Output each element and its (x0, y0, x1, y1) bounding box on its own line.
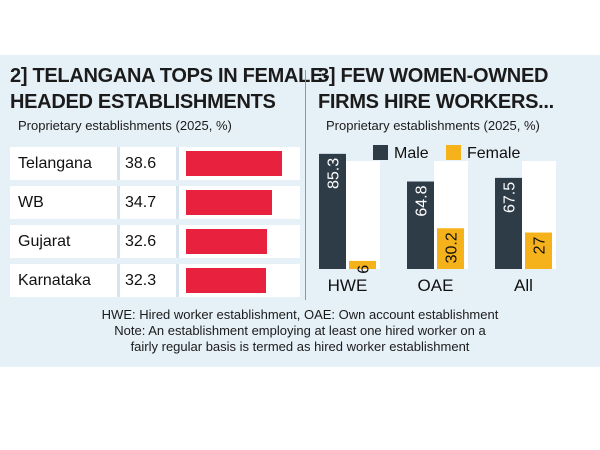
legend-swatch-female (446, 145, 461, 160)
category-label: Telangana (18, 155, 92, 172)
left-chart-title-line1: 2] TELANGANA TOPS IN FEMALE- (10, 65, 330, 87)
bar-female-all (525, 232, 552, 269)
category-label-oae: OAE (418, 276, 454, 295)
data-label-female-hwe: 6 (356, 265, 373, 274)
row-separator (176, 147, 179, 180)
bar-female-oae (437, 228, 464, 269)
footnote-line3: fairly regular basis is termed as hired … (130, 339, 470, 354)
row-separator (117, 264, 120, 297)
footnote-line2: Note: An establishment employing at leas… (114, 323, 486, 338)
legend-female: Female (446, 145, 520, 163)
panel-divider (305, 70, 306, 300)
row-separator (176, 225, 179, 258)
right-chart-title-line1: 3] FEW WOMEN-OWNED (318, 65, 549, 87)
bar-row-karnataka: Karnataka 32.3 (10, 264, 300, 297)
left-chart-subtitle: Proprietary establishments (2025, %) (18, 118, 232, 133)
bar-row-gujarat: Gujarat 32.6 (10, 225, 300, 258)
data-label-female-oae: 30.2 (444, 232, 461, 263)
legend-label-female: Female (467, 145, 521, 162)
data-label-male-oae: 64.8 (414, 185, 431, 216)
category-label-all: All (514, 276, 533, 295)
bar-male-all (495, 177, 522, 269)
bar-male-hwe (319, 153, 346, 269)
bar-backdrop (346, 161, 380, 269)
category-label: Karnataka (18, 272, 91, 289)
row-separator (176, 264, 179, 297)
bar-wb (186, 190, 273, 215)
bar-row-wb: WB 34.7 (10, 186, 300, 219)
value-label: 34.7 (125, 194, 157, 211)
bar-male-oae (407, 181, 434, 269)
right-chart-subtitle: Proprietary establishments (2025, %) (326, 118, 540, 133)
data-label-female-all: 27 (532, 236, 549, 254)
bar-telangana (186, 151, 283, 176)
category-label: Gujarat (18, 233, 71, 250)
legend-label-male: Male (394, 145, 429, 162)
bar-gujarat (186, 229, 268, 254)
left-chart-title-line2: HEADED ESTABLISHMENTS (10, 91, 276, 113)
row-separator (117, 186, 120, 219)
value-label: 32.6 (125, 233, 157, 250)
legend-swatch-male (373, 145, 388, 160)
row-separator (176, 186, 179, 219)
bar-female-hwe (349, 260, 376, 269)
bar-row-telangana: Telangana 38.6 (10, 147, 300, 180)
legend-male: Male (373, 145, 429, 163)
category-label: WB (18, 194, 44, 211)
row-separator (117, 147, 120, 180)
right-chart-title-line2: FIRMS HIRE WORKERS... (318, 91, 554, 113)
row-separator (117, 225, 120, 258)
bar-karnataka (186, 268, 267, 293)
data-label-male-all: 67.5 (502, 182, 519, 213)
grouped-bar-chart: 85.3 6 HWE 64.8 30.2 OAE 67.5 27 All (319, 153, 556, 295)
value-label: 32.3 (125, 272, 157, 289)
data-label-male-hwe: 85.3 (326, 158, 343, 189)
footnote-line1: HWE: Hired worker establishment, OAE: Ow… (101, 307, 499, 322)
category-label-hwe: HWE (328, 276, 368, 295)
value-label: 38.6 (125, 155, 157, 172)
